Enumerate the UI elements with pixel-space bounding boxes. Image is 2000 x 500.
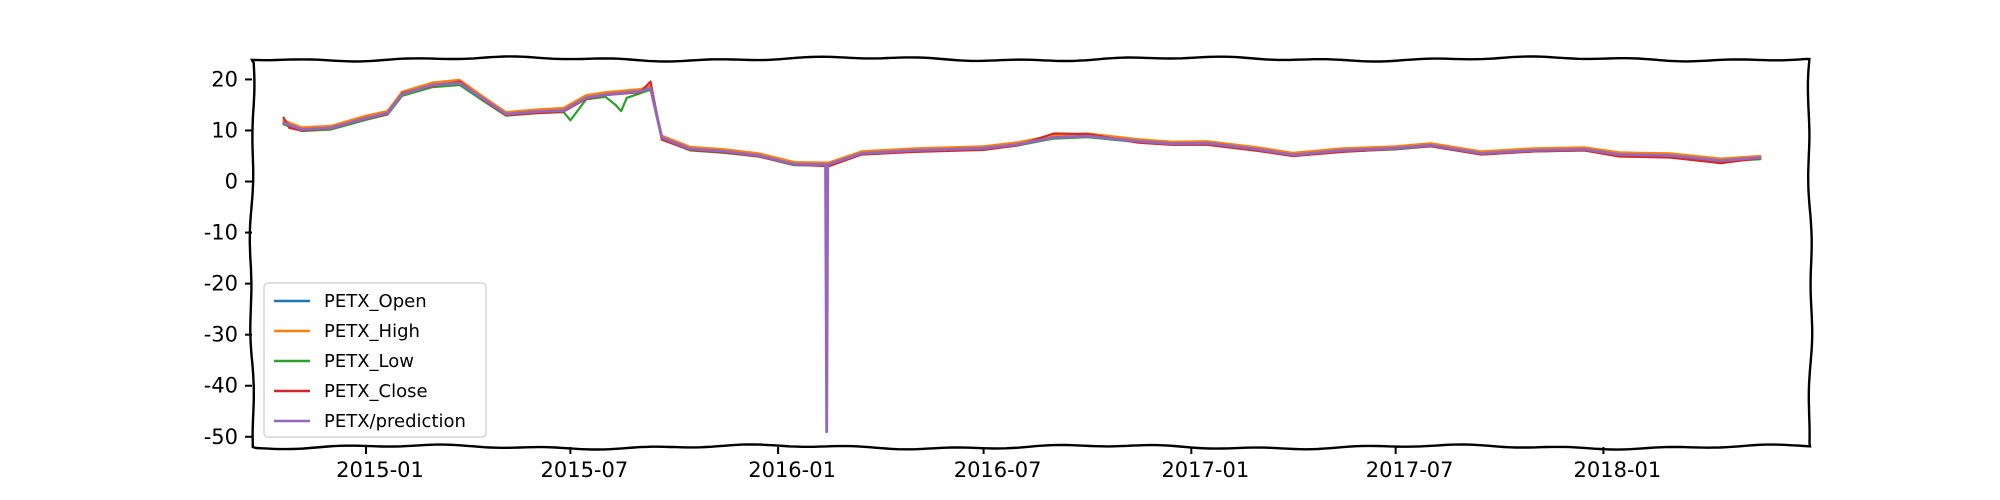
series-line-petx-prediction xyxy=(282,81,1762,434)
y-tick-label: -50 xyxy=(204,425,238,449)
legend-box xyxy=(263,282,487,438)
x-tick-label: 2018-01 xyxy=(1574,458,1662,482)
y-tick-label: 20 xyxy=(211,67,238,91)
series-layer xyxy=(282,78,1762,434)
legend-label: PETX_High xyxy=(324,321,420,342)
axis-layer: 20 10 0 -10 -20 -30 -40 -50 2015-01 2015-07 2016-0… xyxy=(204,67,1662,482)
x-tick-label: 2015-01 xyxy=(336,458,424,482)
x-tick-label: 2017-07 xyxy=(1366,458,1454,482)
x-tick-label: 2015-07 xyxy=(540,458,628,482)
series-line-petx-low xyxy=(282,83,1762,167)
legend-label: PETX_Close xyxy=(324,381,428,402)
y-tick-label: -10 xyxy=(204,221,238,245)
legend-label: PETX_Open xyxy=(324,291,427,312)
legend: PETX_Open PETX_High PETX_Low PETX_Close PETX… xyxy=(263,282,487,438)
x-tick-label: 2016-01 xyxy=(748,458,836,482)
y-tick-label: -20 xyxy=(204,272,238,296)
y-tick-label: -40 xyxy=(204,374,238,398)
legend-label: PETX_Low xyxy=(324,351,414,372)
x-tick-label: 2016-07 xyxy=(954,458,1042,482)
y-tick-label: 10 xyxy=(211,118,238,142)
y-tick-label: -30 xyxy=(204,323,238,347)
y-tick-label: 0 xyxy=(225,170,238,194)
plot-frame xyxy=(248,55,1814,451)
legend-label: PETX/prediction xyxy=(324,411,466,432)
series-line-petx-close xyxy=(282,80,1762,168)
x-tick-label: 2017-01 xyxy=(1161,458,1249,482)
series-line-petx-high xyxy=(282,78,1762,164)
